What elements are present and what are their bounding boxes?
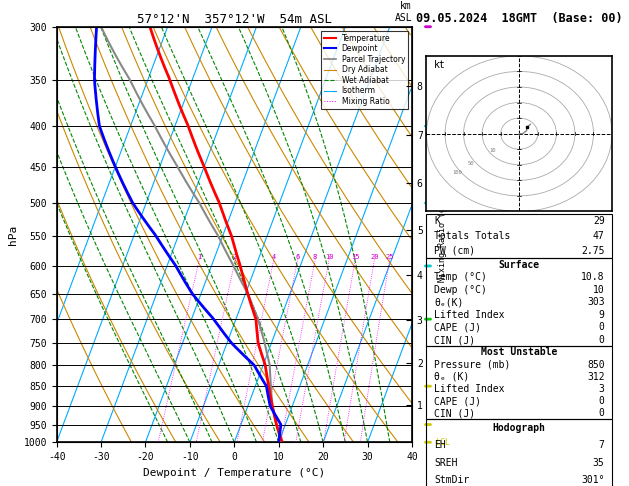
Text: StmDir: StmDir (434, 475, 469, 485)
Text: 0: 0 (599, 335, 604, 345)
Text: 0: 0 (599, 408, 604, 418)
Text: 10: 10 (325, 254, 333, 260)
Text: 09.05.2024  18GMT  (Base: 00): 09.05.2024 18GMT (Base: 00) (416, 12, 622, 25)
Text: 3: 3 (599, 384, 604, 394)
Text: 303: 303 (587, 297, 604, 307)
Text: Temp (°C): Temp (°C) (434, 272, 487, 282)
Text: PW (cm): PW (cm) (434, 246, 475, 256)
Text: 7: 7 (599, 440, 604, 451)
Bar (426, 419, 612, 486)
Text: CIN (J): CIN (J) (434, 335, 475, 345)
Text: 8: 8 (313, 254, 317, 260)
Text: CIN (J): CIN (J) (434, 408, 475, 418)
Text: 20: 20 (370, 254, 379, 260)
Text: Hodograph: Hodograph (493, 423, 546, 433)
Text: Totals Totals: Totals Totals (434, 231, 510, 241)
Text: Pressure (mb): Pressure (mb) (434, 360, 510, 369)
Text: 1: 1 (197, 254, 201, 260)
Text: 9: 9 (599, 310, 604, 320)
Text: 6: 6 (296, 254, 299, 260)
Text: K: K (434, 216, 440, 226)
Title: 57°12'N  357°12'W  54m ASL: 57°12'N 357°12'W 54m ASL (136, 13, 332, 26)
Text: Surface: Surface (499, 260, 540, 270)
Text: 29: 29 (593, 216, 604, 226)
Y-axis label: hPa: hPa (8, 225, 18, 244)
Text: Dewp (°C): Dewp (°C) (434, 285, 487, 295)
Text: 10.8: 10.8 (581, 272, 604, 282)
Bar (426, 347, 612, 419)
Text: 2: 2 (233, 254, 237, 260)
Text: LCL: LCL (435, 438, 450, 447)
Text: 47: 47 (593, 231, 604, 241)
Text: θₑ(K): θₑ(K) (434, 297, 464, 307)
Text: CAPE (J): CAPE (J) (434, 323, 481, 332)
Legend: Temperature, Dewpoint, Parcel Trajectory, Dry Adiabat, Wet Adiabat, Isotherm, Mi: Temperature, Dewpoint, Parcel Trajectory… (321, 31, 408, 109)
Text: EH: EH (434, 440, 445, 451)
Text: 850: 850 (587, 360, 604, 369)
Bar (426, 259, 612, 347)
Text: 301°: 301° (581, 475, 604, 485)
Text: θₑ (K): θₑ (K) (434, 372, 469, 382)
Text: Lifted Index: Lifted Index (434, 384, 504, 394)
Text: 50: 50 (467, 161, 474, 166)
Text: 312: 312 (587, 372, 604, 382)
Text: kt: kt (434, 60, 445, 70)
Text: 0: 0 (599, 396, 604, 406)
Text: 100: 100 (452, 170, 462, 175)
Text: 10: 10 (593, 285, 604, 295)
Text: km
ASL: km ASL (394, 1, 412, 22)
Text: 10: 10 (489, 148, 496, 153)
Text: SREH: SREH (434, 458, 457, 468)
Text: 0: 0 (599, 323, 604, 332)
Text: 15: 15 (351, 254, 359, 260)
Text: Mixing Ratio (g/kg): Mixing Ratio (g/kg) (438, 187, 447, 282)
Text: Lifted Index: Lifted Index (434, 310, 504, 320)
Text: CAPE (J): CAPE (J) (434, 396, 481, 406)
Text: 35: 35 (593, 458, 604, 468)
Text: 25: 25 (386, 254, 394, 260)
Bar (426, 214, 612, 259)
Text: 4: 4 (272, 254, 276, 260)
Text: Most Unstable: Most Unstable (481, 347, 557, 357)
X-axis label: Dewpoint / Temperature (°C): Dewpoint / Temperature (°C) (143, 468, 325, 478)
Text: 2.75: 2.75 (581, 246, 604, 256)
